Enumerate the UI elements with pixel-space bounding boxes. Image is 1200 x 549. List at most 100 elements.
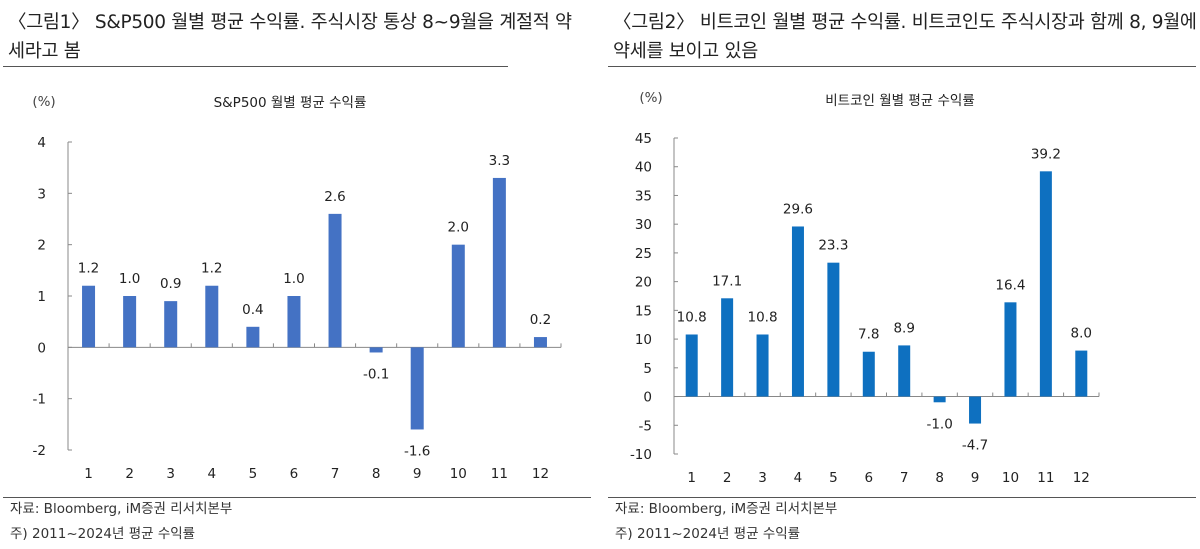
chart2-title: 비트코인 월별 평균 수익률 [825,93,975,109]
chart2-bar-5 [827,262,840,397]
figure2-footer-rule [608,497,1196,498]
chart2-data-label-6: 7.8 [858,327,879,343]
chart2-data-label-3: 10.8 [748,309,778,325]
chart1-x-tick-label: 10 [450,466,467,482]
chart1-y-tick-label: 2 [37,238,46,254]
chart1-y-tick-label: 1 [37,289,46,305]
chart2-x-tick-label: 6 [864,470,873,486]
chart2-x-tick-label: 1 [687,470,696,486]
chart2-y-tick-label: 25 [635,246,652,262]
chart2-x-tick-label: 5 [829,470,838,486]
chart2-data-label-11: 39.2 [1031,146,1061,162]
chart2-bar-1 [685,334,698,397]
chart2-x-tick-label: 11 [1037,470,1054,486]
chart1-bar-10 [451,244,465,348]
chart1-x-tick-label: 2 [125,466,134,482]
chart1-x-tick-label: 1 [84,466,93,482]
chart2-y-tick-label: 35 [635,188,652,204]
chart1-x-tick-label: 12 [532,466,549,482]
chart2-y-unit: (%) [639,90,662,106]
chart2-bar-4 [791,226,804,397]
figure2-title-rule [608,66,1196,67]
chart2-y-tick-label: 40 [635,160,652,176]
figure1-title-rule [3,66,508,67]
chart1-bar-8 [369,347,383,353]
chart1-bar-1 [82,285,96,348]
chart2-y-tick-label: 20 [635,275,652,291]
chart1-title: S&P500 월별 평균 수익률 [214,95,367,111]
chart2-y-tick-label: -5 [639,418,652,434]
chart2-bar-9 [969,396,982,424]
chart2-bar-12 [1075,350,1088,397]
chart2-bar-7 [898,345,911,397]
chart1-data-label-4: 1.2 [201,261,222,277]
chart2-bar-8 [933,396,946,403]
chart2-x-tick-label: 10 [1002,470,1019,486]
chart2-x-tick-label: 4 [794,470,803,486]
chart2-x-tick-label: 8 [935,470,944,486]
chart2-y-tick-label: 30 [635,217,652,233]
chart1-bar-5 [246,326,260,348]
chart1-bar-3 [164,301,178,348]
chart1-x-tick-label: 11 [491,466,508,482]
chart1-x-tick-label: 3 [166,466,175,482]
chart1-data-label-9: -1.6 [404,443,430,459]
chart1-y-tick-label: -2 [33,443,46,459]
chart2-bar-2 [721,298,734,397]
chart2-y-tick-label: 10 [635,332,652,348]
chart1-data-label-1: 1.2 [78,261,99,277]
chart2-x-tick-label: 9 [971,470,980,486]
chart1-x-tick-label: 8 [372,466,381,482]
chart1-data-label-8: -0.1 [363,366,389,382]
chart2-bar-3 [756,334,769,397]
chart2-data-label-5: 23.3 [818,238,848,254]
chart1-y-tick-label: -1 [33,392,46,408]
chart1-x-tick-label: 6 [290,466,299,482]
chart1-y-unit: (%) [32,94,55,110]
figure2-source: 자료: Bloomberg, iM증권 리서치본부 [615,501,838,517]
chart2-data-label-9: -4.7 [962,438,988,454]
chart1-x-tick-label: 5 [249,466,258,482]
chart2-y-tick-label: -10 [630,447,652,463]
chart2-x-tick-label: 7 [900,470,909,486]
chart1-y-tick-label: 4 [37,135,46,151]
chart1-data-label-11: 3.3 [489,153,510,169]
chart1-data-label-3: 0.9 [160,276,181,292]
chart1-data-label-12: 0.2 [530,312,551,328]
figure1-title: 〈그림1〉 S&P500 월별 평균 수익률. 주식시장 통상 8~9월을 계절… [8,12,572,62]
chart2-data-label-4: 29.6 [783,201,813,217]
chart1-bar-9 [410,347,424,430]
figure1-footer-rule [3,497,591,498]
chart1-x-tick-label: 9 [413,466,422,482]
figure2-title: 〈그림2〉 비트코인 월별 평균 수익률. 비트코인도 주식시장과 함께 8, … [613,12,1197,62]
chart2-bar-10 [1004,302,1017,397]
chart2-bar-6 [862,351,875,397]
chart2-y-tick-label: 5 [643,361,652,377]
chart1-x-tick-label: 7 [331,466,340,482]
chart1-x-tick-label: 4 [207,466,216,482]
chart2-x-tick-label: 12 [1073,470,1090,486]
chart1-bar-4 [205,285,219,348]
chart1-data-label-7: 2.6 [324,189,345,205]
chart2-data-label-12: 8.0 [1071,326,1092,342]
chart2-data-label-10: 16.4 [995,277,1025,293]
chart1-data-label-2: 1.0 [119,271,140,287]
chart1-data-label-6: 1.0 [283,271,304,287]
chart1-y-tick-label: 3 [37,186,46,202]
chart2-data-label-1: 10.8 [677,309,707,325]
chart2-y-tick-label: 15 [635,303,652,319]
chart2-data-label-8: -1.0 [926,416,952,432]
chart2-y-tick-label: 45 [635,131,652,147]
chart1-data-label-5: 0.4 [242,302,263,318]
chart2-x-tick-label: 3 [758,470,767,486]
chart2-data-label-2: 17.1 [712,273,742,289]
chart1-bar-2 [123,296,137,348]
chart1-bar-6 [287,296,301,348]
chart2-y-tick-label: 0 [643,390,652,406]
figure1-source: 자료: Bloomberg, iM증권 리서치본부 [10,501,233,517]
chart1-y-tick-label: 0 [37,340,46,356]
chart2-bar-11 [1039,171,1052,397]
chart2-data-label-7: 8.9 [893,320,914,336]
chart2-x-tick-label: 2 [723,470,732,486]
